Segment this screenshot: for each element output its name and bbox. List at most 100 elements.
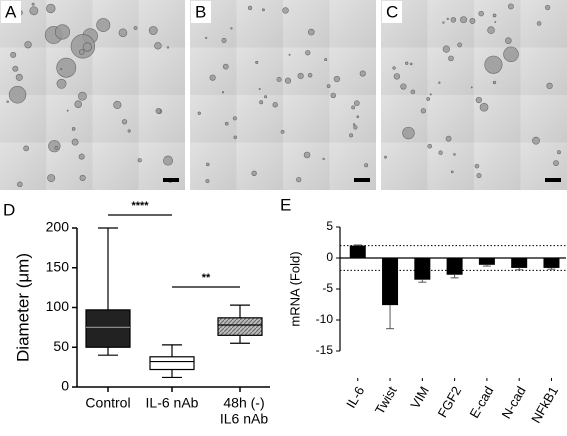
cell [122,119,127,124]
cell [364,164,367,167]
image-tile [521,95,567,143]
cell [61,68,62,69]
cell [308,73,312,77]
cell [430,94,432,96]
cell [155,42,162,49]
cell [477,173,481,177]
cell [206,179,209,182]
cell [67,110,68,111]
cell [334,76,340,82]
cell [460,16,466,22]
cell [495,21,496,22]
cell [138,158,141,161]
bar [479,258,495,265]
y-axis-label: Diameter (μm) [13,253,32,362]
cell [401,84,407,90]
cell [446,136,451,141]
cell [32,3,34,5]
cell [427,97,430,100]
cell [442,22,444,24]
bar [350,246,366,258]
cell [439,151,443,155]
panel-label: C [386,2,398,21]
cell [163,156,172,165]
x-tick-label: IL-6 nAb [146,395,199,411]
scale-bar [354,178,370,182]
image-tile [0,48,46,96]
cell [149,26,157,34]
cell [453,153,455,155]
cell [225,122,228,125]
cell [49,140,61,152]
cell [48,174,55,181]
cell [248,6,252,10]
image-tile [190,48,237,96]
image-tile [330,143,377,191]
image-tile [428,48,475,96]
image-tile [521,0,567,48]
cell [79,154,84,159]
image-tile [237,0,284,48]
cell [46,4,55,13]
cell [357,116,359,118]
cell [233,117,237,121]
micrograph: C [381,0,567,190]
cell [79,50,84,55]
scale-bar [545,178,561,182]
cell [451,17,456,22]
cell [114,101,121,108]
y-tick-label: 5 [326,219,333,233]
cell [262,9,264,11]
cell [394,73,400,79]
cell [264,96,266,98]
cell [405,62,408,65]
cell [411,90,415,94]
image-tile [190,95,237,143]
cell [493,81,496,84]
cell [479,11,484,16]
cell [296,177,301,182]
cell [83,43,92,52]
cell [403,127,415,139]
significance-label: ** [202,272,211,284]
cell [167,46,169,48]
cell [471,87,472,88]
bar [382,258,398,305]
x-tick-label: N-cad [498,384,528,422]
cell [80,175,86,181]
cell [304,152,310,158]
cell [505,38,511,44]
y-tick-label: 50 [53,338,69,354]
image-tile [190,143,237,191]
cell [13,66,18,71]
cell [327,85,330,88]
bar [511,258,527,268]
cell [259,101,262,104]
x-tick-label: NFkB1 [528,384,561,426]
cell [393,67,396,70]
cell [277,77,281,81]
panel-label: E [280,195,291,214]
image-tile [330,48,377,96]
cell [323,158,325,160]
image-tile [330,0,377,48]
panel-label: B [195,2,206,21]
y-tick-label: 100 [46,298,70,314]
y-tick-label: 150 [46,258,70,274]
cell [57,58,76,77]
cell [360,71,365,76]
micrograph: A [0,0,185,190]
image-tile [139,0,185,48]
cell [353,124,355,126]
image-tile [521,143,567,191]
cell [281,130,284,133]
cell [256,61,259,64]
cell [30,7,38,15]
cell [222,38,226,42]
x-tick-label: IL-6 [343,384,367,411]
cell [24,146,29,151]
cell [447,18,449,20]
image-tile [93,48,139,96]
bar [414,258,430,280]
cell [55,25,69,39]
